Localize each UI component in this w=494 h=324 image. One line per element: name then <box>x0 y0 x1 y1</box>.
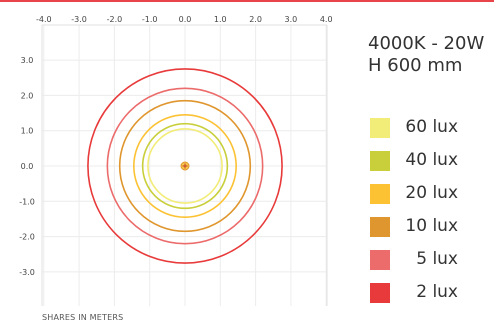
y-tick-labels: 3.0 2.0 1.0 0.0 -1.0 -2.0 -3.0 <box>19 56 35 277</box>
contour-5-lux <box>106 87 264 245</box>
contours <box>87 68 283 264</box>
legend-label: 60 lux <box>405 117 458 137</box>
mount-height: H 600 mm <box>368 55 463 76</box>
legend-item: 10 lux <box>370 216 490 237</box>
x-tick-label: 2.0 <box>249 15 262 24</box>
units-note: SHARES IN METERS <box>42 313 124 322</box>
lamp-spec: 4000K - 20W <box>368 33 485 54</box>
legend-item: 60 lux <box>370 117 490 138</box>
legend-label: 2 lux <box>416 282 458 302</box>
legend-swatch <box>370 250 390 270</box>
legend-label: 10 lux <box>405 216 458 236</box>
x-tick-labels: -4.0 -3.0 -2.0 -1.0 0.0 1.0 2.0 3.0 4.0 <box>36 15 333 24</box>
y-tick-label: 2.0 <box>21 91 34 100</box>
legend-swatch <box>370 217 390 237</box>
legend-swatch <box>370 184 390 204</box>
legend-item: 40 lux <box>370 150 490 171</box>
top-rule <box>0 0 494 2</box>
lamp-info: 4000K - 20W H 600 mm <box>368 33 484 77</box>
x-tick-label: 0.0 <box>179 15 192 24</box>
legend-item: 20 lux <box>370 183 490 204</box>
legend-label: 5 lux <box>416 249 458 269</box>
x-tick-label: 4.0 <box>320 15 333 24</box>
x-tick-label: -4.0 <box>36 15 52 24</box>
legend-label: 40 lux <box>405 150 458 170</box>
x-tick-label: 3.0 <box>285 15 298 24</box>
legend-swatch <box>370 151 390 171</box>
x-tick-label: -2.0 <box>107 15 123 24</box>
legend-item: 2 lux <box>370 282 490 303</box>
legend-swatch <box>370 118 390 138</box>
y-tick-label: 1.0 <box>21 127 34 136</box>
contour-60-lux <box>147 128 223 204</box>
contour-10-lux <box>118 99 252 233</box>
contour-40-lux <box>141 122 229 210</box>
y-tick-label: 0.0 <box>21 162 34 171</box>
legend-swatch <box>370 283 390 303</box>
contour-2-lux <box>87 68 283 264</box>
y-tick-label: 3.0 <box>21 56 34 65</box>
y-tick-label: -2.0 <box>19 233 35 242</box>
x-tick-label: -3.0 <box>71 15 87 24</box>
contour-20-lux <box>133 114 237 218</box>
x-tick-label: 1.0 <box>214 15 227 24</box>
legend-label: 20 lux <box>405 183 458 203</box>
legend-item: 5 lux <box>370 249 490 270</box>
y-tick-label: -3.0 <box>19 268 35 277</box>
x-tick-label: -1.0 <box>142 15 158 24</box>
light-source <box>180 161 190 171</box>
y-tick-label: -1.0 <box>19 197 35 206</box>
